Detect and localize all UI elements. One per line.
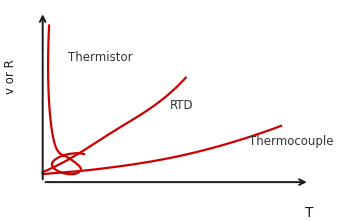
Text: T: T	[305, 206, 314, 220]
Text: RTD: RTD	[170, 99, 193, 112]
Text: Thermocouple: Thermocouple	[249, 135, 334, 149]
Text: Thermistor: Thermistor	[68, 51, 133, 64]
Text: v or R: v or R	[4, 59, 17, 94]
